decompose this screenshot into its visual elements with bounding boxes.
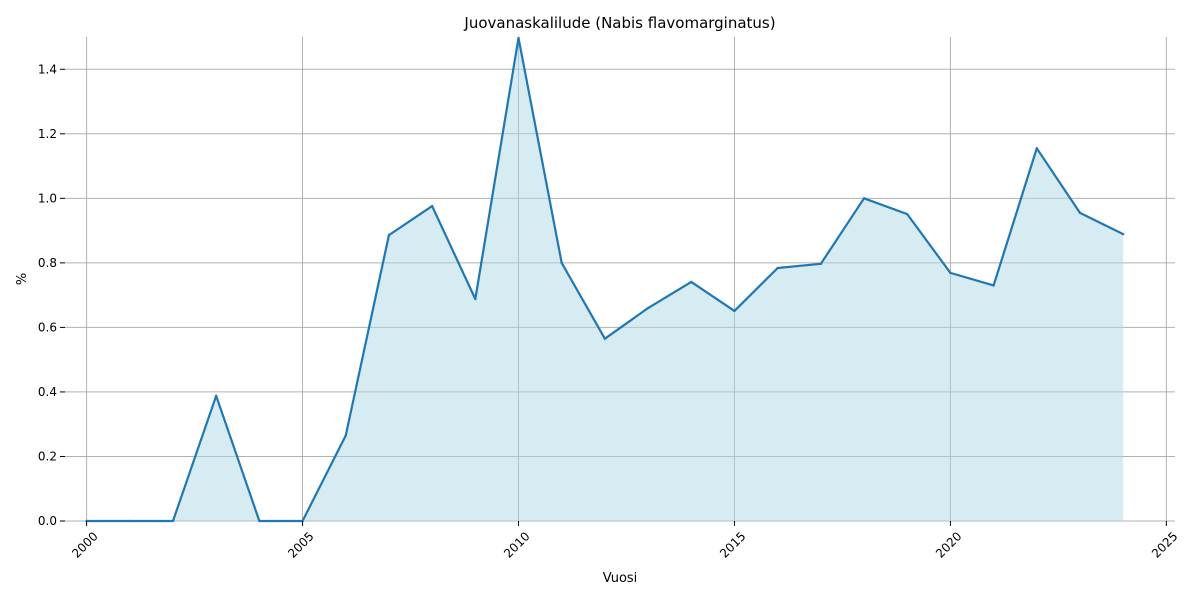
points-layer <box>85 36 1125 523</box>
data-point-2016 <box>776 266 779 270</box>
data-point-2002 <box>171 519 175 523</box>
data-point-2010 <box>517 36 520 40</box>
data-point-2001 <box>128 519 131 523</box>
x-tick-label-2: 2010 <box>501 529 532 560</box>
data-point-2013 <box>646 306 650 310</box>
chart-title: Juovanaskalilude (Nabis flavomarginatus) <box>463 14 775 32</box>
data-point-2008 <box>430 204 434 208</box>
y-tick-label-0: 0.0 <box>38 514 57 528</box>
x-tick-label-3: 2015 <box>717 529 748 560</box>
x-axis-label: Vuosi <box>603 571 638 586</box>
y-tick-label-1: 0.2 <box>38 449 57 463</box>
data-point-2015 <box>733 309 736 313</box>
y-tick-label-3: 0.6 <box>38 320 57 334</box>
data-point-2020 <box>949 271 952 275</box>
data-point-2023 <box>1078 211 1082 215</box>
data-point-2014 <box>690 280 693 284</box>
y-axis-label: % <box>15 273 30 285</box>
data-point-2018 <box>862 197 866 200</box>
data-point-2006 <box>344 434 347 437</box>
data-point-2009 <box>474 297 477 301</box>
x-axis-ticks: 2000 2005 2010 2015 2020 2025 <box>69 521 1180 561</box>
y-tick-label-2: 0.4 <box>38 385 57 399</box>
x-tick-label-1: 2005 <box>285 529 316 560</box>
y-tick-label-5: 1.0 <box>38 191 57 205</box>
x-tick-label-4: 2020 <box>933 529 964 560</box>
data-point-2021 <box>992 284 995 287</box>
y-axis-ticks: 0.0 0.2 0.4 0.6 0.8 1.0 1.2 1.4 <box>38 62 65 528</box>
data-point-2019 <box>906 212 909 216</box>
data-point-2017 <box>819 262 823 266</box>
data-point-2024 <box>1121 232 1125 236</box>
y-tick-label-6: 1.2 <box>38 127 57 141</box>
y-tick-label-4: 0.8 <box>38 256 57 270</box>
y-tick-label-7: 1.4 <box>38 62 57 76</box>
data-point-2011 <box>560 261 563 265</box>
data-point-2007 <box>387 233 391 237</box>
x-tick-label-0: 2000 <box>69 529 100 560</box>
x-tick-label-5: 2025 <box>1149 529 1180 560</box>
data-point-2022 <box>1035 147 1038 150</box>
data-point-2012 <box>603 337 607 340</box>
area-fill <box>86 37 1124 521</box>
data-point-2003 <box>214 394 218 398</box>
data-point-2004 <box>258 519 261 523</box>
